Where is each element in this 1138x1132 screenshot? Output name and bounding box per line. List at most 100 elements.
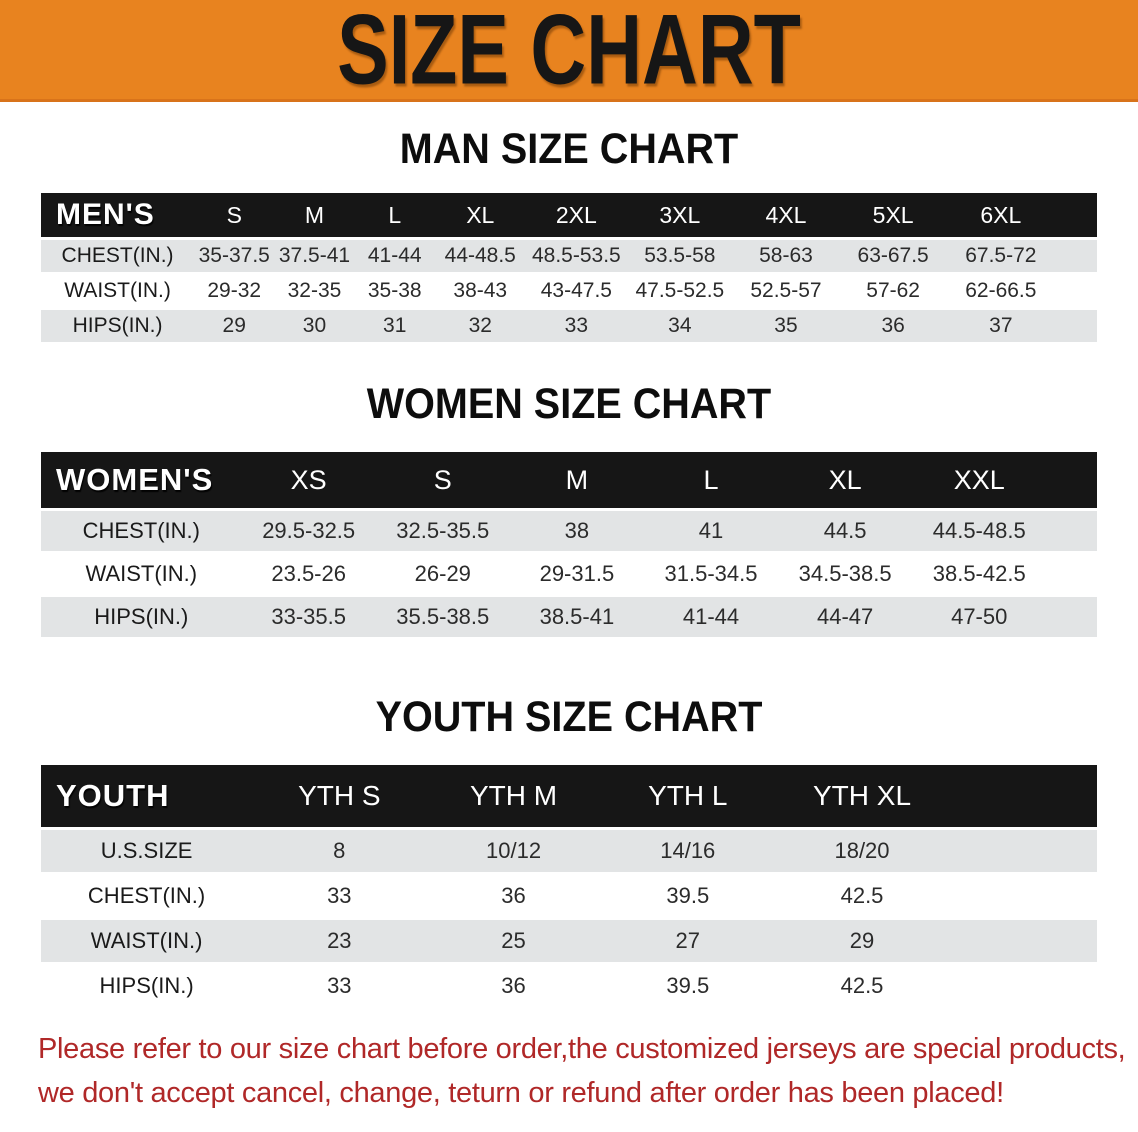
men-size-col-header: 5XL [839, 193, 947, 237]
order-disclaimer: Please refer to our size chart before or… [38, 1028, 1138, 1115]
size-value: 27 [600, 920, 775, 962]
women-size-col-header: L [643, 452, 779, 508]
row-spacer [1046, 511, 1097, 551]
size-value: 29-31.5 [509, 554, 644, 594]
size-value: 37.5-41 [274, 240, 355, 272]
disclaimer-line-1: Please refer to our size chart before or… [38, 1033, 1126, 1065]
size-chart-banner: SIZE CHART [0, 0, 1138, 102]
size-value: 42.5 [774, 965, 950, 1007]
youth-header-row: YOUTH YTH S YTH M YTH L YTH XL [41, 765, 1097, 827]
size-value: 38-43 [434, 275, 526, 307]
size-value: 34 [627, 310, 733, 342]
row-label: CHEST(IN.) [41, 875, 253, 917]
size-value: 26-29 [375, 554, 510, 594]
size-value: 39.5 [600, 875, 775, 917]
women-header-row: WOMEN'S XS S M L XL XXL [41, 452, 1097, 508]
size-value: 39.5 [600, 965, 775, 1007]
women-size-col-header: XS [241, 452, 376, 508]
men-section-heading: MAN SIZE CHART [399, 125, 739, 173]
row-spacer [949, 965, 1097, 1007]
size-value: 41-44 [354, 240, 435, 272]
size-value: 58-63 [732, 240, 840, 272]
row-label: CHEST(IN.) [41, 511, 242, 551]
size-value: 8 [252, 830, 427, 872]
row-spacer [1046, 597, 1097, 637]
women-section-heading: WOMEN SIZE CHART [366, 380, 772, 428]
men-table-corner-label: MEN'S [41, 193, 195, 237]
size-value: 44-48.5 [434, 240, 526, 272]
size-value: 57-62 [839, 275, 947, 307]
row-label: HIPS(IN.) [41, 310, 195, 342]
size-value: 31 [354, 310, 435, 342]
banner-title: SIZE CHART [337, 0, 801, 105]
size-value: 23.5-26 [241, 554, 376, 594]
women-chest-row: CHEST(IN.) 29.5-32.5 32.5-35.5 38 41 44.… [41, 511, 1097, 551]
size-value: 44-47 [778, 597, 913, 637]
size-value: 37 [946, 310, 1055, 342]
size-value: 38 [509, 511, 644, 551]
men-header-row: MEN'S S M L XL 2XL 3XL 4XL 5XL 6XL [41, 193, 1097, 237]
youth-size-col-header: YTH S [252, 765, 427, 827]
row-label: WAIST(IN.) [41, 554, 242, 594]
size-value: 63-67.5 [839, 240, 947, 272]
men-size-table: MEN'S S M L XL 2XL 3XL 4XL 5XL 6XL CHEST… [41, 190, 1097, 345]
size-value: 23 [252, 920, 427, 962]
size-value: 38.5-42.5 [912, 554, 1047, 594]
women-size-section: WOMEN SIZE CHART WOMEN'S XS S M L XL XXL… [0, 383, 1138, 640]
size-value: 42.5 [774, 875, 950, 917]
youth-table-corner-label: YOUTH [41, 765, 253, 827]
youth-ussize-row: U.S.SIZE 8 10/12 14/16 18/20 [41, 830, 1097, 872]
men-size-section: MAN SIZE CHART MEN'S S M L XL 2XL 3XL 4X… [0, 128, 1138, 345]
header-spacer [1046, 452, 1097, 508]
men-size-col-header: L [354, 193, 435, 237]
youth-size-col-header: YTH XL [774, 765, 950, 827]
men-size-col-header: 2XL [525, 193, 628, 237]
header-spacer [1054, 193, 1097, 237]
size-value: 35.5-38.5 [375, 597, 510, 637]
youth-section-heading: YOUTH SIZE CHART [375, 693, 763, 741]
header-spacer [949, 765, 1097, 827]
youth-size-section: YOUTH SIZE CHART YOUTH YTH S YTH M YTH L… [0, 696, 1138, 1010]
size-value: 30 [274, 310, 355, 342]
men-size-col-header: XL [434, 193, 526, 237]
youth-chest-row: CHEST(IN.) 33 36 39.5 42.5 [41, 875, 1097, 917]
row-spacer [1054, 310, 1097, 342]
size-value: 67.5-72 [946, 240, 1055, 272]
row-label: HIPS(IN.) [41, 597, 242, 637]
size-value: 32 [434, 310, 526, 342]
women-waist-row: WAIST(IN.) 23.5-26 26-29 29-31.5 31.5-34… [41, 554, 1097, 594]
men-chest-row: CHEST(IN.) 35-37.5 37.5-41 41-44 44-48.5… [41, 240, 1097, 272]
size-value: 18/20 [774, 830, 950, 872]
youth-size-col-header: YTH L [600, 765, 775, 827]
size-value: 47-50 [912, 597, 1047, 637]
size-value: 43-47.5 [525, 275, 628, 307]
size-value: 36 [426, 875, 601, 917]
size-value: 41-44 [643, 597, 779, 637]
women-hips-row: HIPS(IN.) 33-35.5 35.5-38.5 38.5-41 41-4… [41, 597, 1097, 637]
women-size-col-header: M [509, 452, 644, 508]
size-value: 32-35 [274, 275, 355, 307]
size-value: 25 [426, 920, 601, 962]
row-spacer [1054, 240, 1097, 272]
men-size-col-header: 3XL [627, 193, 733, 237]
men-hips-row: HIPS(IN.) 29 30 31 32 33 34 35 36 37 [41, 310, 1097, 342]
size-value: 33 [525, 310, 628, 342]
size-value: 38.5-41 [509, 597, 644, 637]
disclaimer-line-2: we don't accept cancel, change, teturn o… [38, 1076, 1004, 1109]
row-label: WAIST(IN.) [41, 275, 195, 307]
men-size-col-header: M [274, 193, 355, 237]
size-value: 32.5-35.5 [375, 511, 510, 551]
row-spacer [1054, 275, 1097, 307]
size-value: 29.5-32.5 [241, 511, 376, 551]
women-table-corner-label: WOMEN'S [41, 452, 242, 508]
size-value: 35-38 [354, 275, 435, 307]
row-label: HIPS(IN.) [41, 965, 253, 1007]
size-value: 44.5-48.5 [912, 511, 1047, 551]
youth-size-table: YOUTH YTH S YTH M YTH L YTH XL U.S.SIZE … [41, 762, 1097, 1010]
size-value: 41 [643, 511, 779, 551]
row-spacer [949, 875, 1097, 917]
youth-waist-row: WAIST(IN.) 23 25 27 29 [41, 920, 1097, 962]
row-spacer [949, 830, 1097, 872]
row-label: CHEST(IN.) [41, 240, 195, 272]
men-size-col-header: 4XL [732, 193, 840, 237]
